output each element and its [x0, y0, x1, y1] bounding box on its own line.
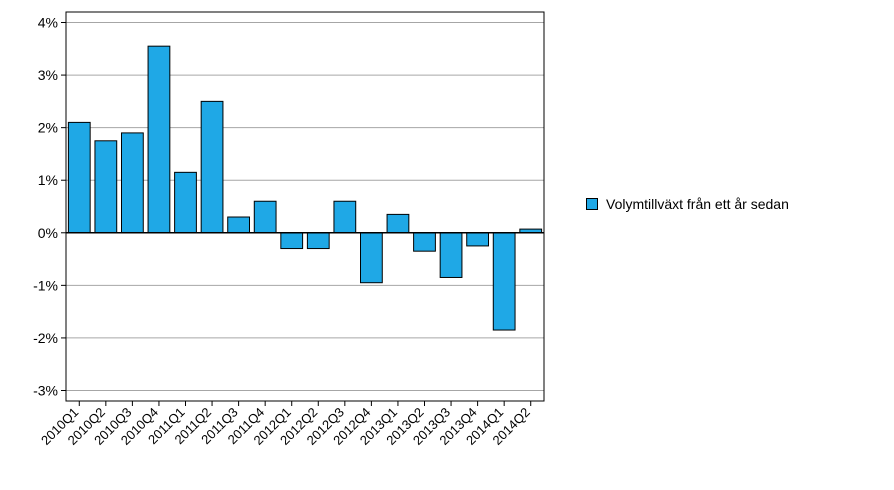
bar — [492, 232, 516, 331]
bar — [174, 171, 197, 234]
y-tick-label: -2% — [33, 330, 58, 346]
y-tick-label: 3% — [38, 67, 58, 83]
bar — [360, 232, 383, 284]
legend-label: Volymtillväxt från ett år sedan — [606, 196, 789, 212]
bar — [439, 232, 463, 278]
bar — [200, 100, 224, 234]
legend: Volymtillväxt från ett år sedan — [586, 196, 789, 212]
bar — [253, 200, 277, 234]
bar — [121, 132, 144, 234]
y-tick-label: 1% — [38, 172, 58, 188]
bar — [466, 232, 489, 247]
y-tick-label: 0% — [38, 225, 58, 241]
bar — [333, 200, 357, 234]
bar — [94, 140, 118, 234]
bar — [386, 213, 410, 234]
y-tick-label: -3% — [33, 382, 58, 398]
y-tick-label: 4% — [38, 15, 58, 31]
y-tick-label: 2% — [38, 120, 58, 136]
bar — [306, 232, 330, 250]
legend-swatch — [586, 198, 598, 210]
plot-frame — [65, 11, 545, 402]
bar — [147, 45, 171, 234]
bar — [67, 121, 91, 234]
bar — [413, 232, 436, 252]
y-tick-label: -1% — [33, 277, 58, 293]
bar — [280, 232, 304, 250]
bar — [227, 216, 250, 234]
